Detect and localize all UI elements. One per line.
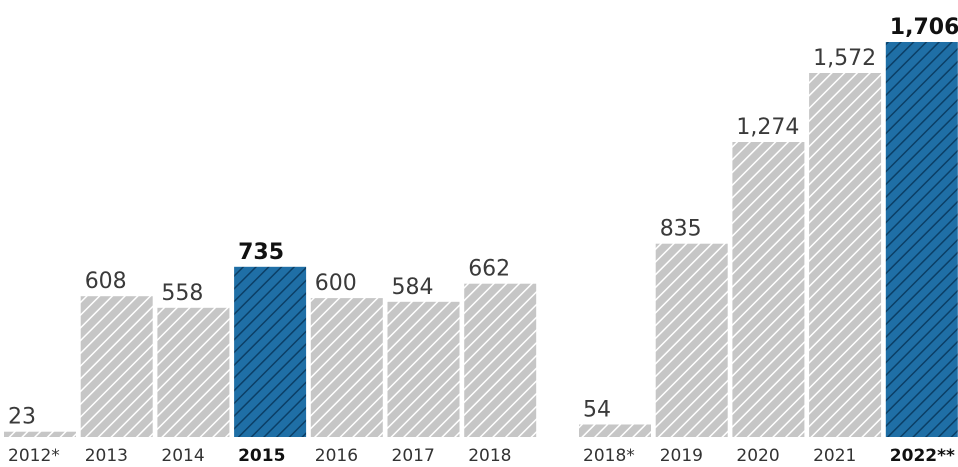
data-label-left-2: 558 <box>161 281 203 306</box>
bar-left-4 <box>310 298 383 437</box>
tick-label-left-0: 2012* <box>8 446 60 466</box>
bar-right-4 <box>885 42 958 437</box>
bar-left-5 <box>387 301 460 437</box>
data-label-left-1: 608 <box>85 269 127 294</box>
tick-label-right-0: 2018* <box>583 446 635 466</box>
bar-left-6 <box>464 283 537 437</box>
data-label-right-2: 1,274 <box>736 115 799 140</box>
bar-right-2 <box>732 142 805 437</box>
bar-left-1 <box>80 296 153 437</box>
bar-left-0 <box>4 431 76 437</box>
bar-left-3 <box>234 266 307 437</box>
bar-left-2 <box>157 307 230 437</box>
tick-label-right-1: 2019 <box>660 446 703 466</box>
data-label-left-4: 600 <box>315 271 357 296</box>
data-label-left-5: 584 <box>392 275 434 300</box>
tick-label-left-6: 2018 <box>468 446 511 466</box>
tick-label-right-2: 2020 <box>736 446 779 466</box>
tick-label-left-4: 2016 <box>315 446 358 466</box>
bar-right-3 <box>809 73 882 437</box>
data-label-left-3: 735 <box>238 240 284 265</box>
tick-label-right-4: 2022** <box>890 446 955 466</box>
data-label-right-1: 835 <box>660 217 702 242</box>
tick-label-left-2: 2014 <box>161 446 204 466</box>
bar-right-1 <box>655 243 728 437</box>
tick-label-right-3: 2021 <box>813 446 856 466</box>
data-label-left-0: 23 <box>8 405 36 430</box>
tick-label-left-5: 2017 <box>392 446 435 466</box>
tick-label-left-1: 2013 <box>85 446 128 466</box>
data-label-left-6: 662 <box>468 257 510 282</box>
data-label-right-4: 1,706 <box>890 15 958 40</box>
tick-label-left-3: 2015 <box>238 446 285 466</box>
chart-panel-right: 54 2018* 835 2019 1,274 2020 1,572 2021 1,706 202… <box>579 15 958 466</box>
chart-panel-left: 23 2012* 608 2013 558 2014 735 2015 600 2016 584 20… <box>4 240 537 466</box>
data-label-right-0: 54 <box>583 398 611 423</box>
data-label-right-3: 1,572 <box>813 46 876 71</box>
bar-right-0 <box>579 424 651 437</box>
